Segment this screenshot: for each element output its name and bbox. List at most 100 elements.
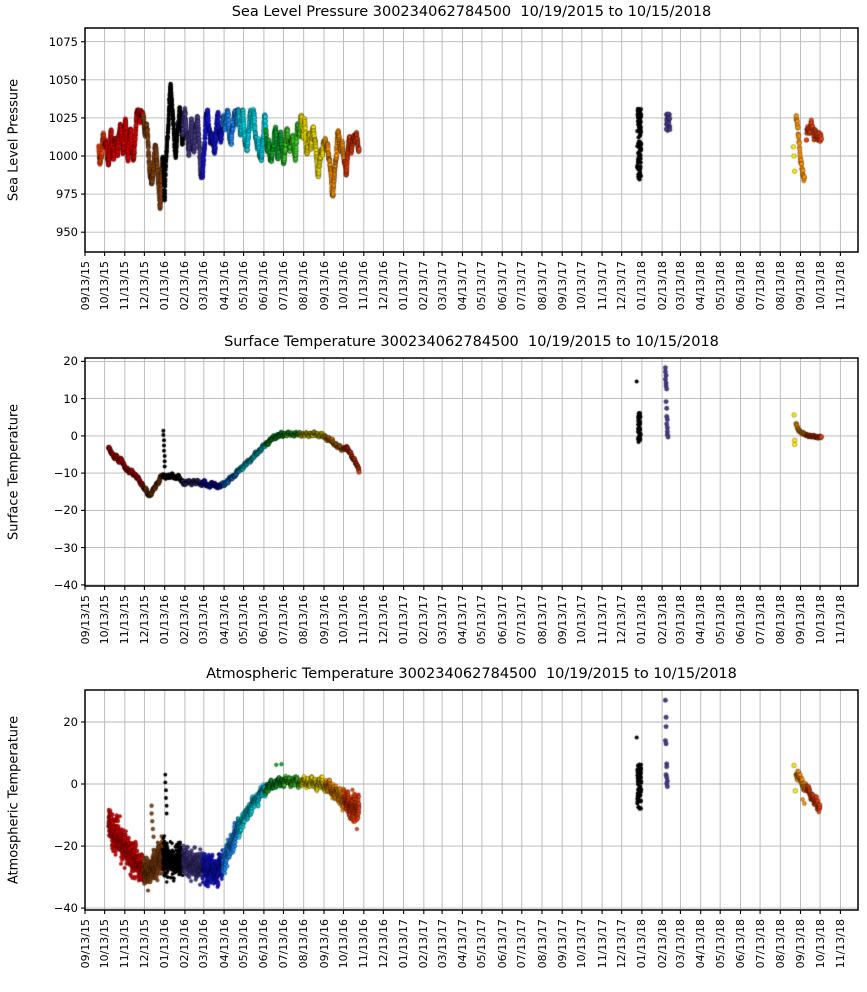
x-tick-label: 09/13/18	[794, 595, 807, 645]
x-tick-label: 12/13/16	[376, 919, 390, 969]
y-tick-label: 10	[63, 391, 78, 406]
y-tick-label: −20	[53, 503, 78, 518]
x-tick-label: 09/13/15	[78, 919, 92, 969]
y-tick-label: 975	[56, 187, 78, 202]
x-tick-label: 08/13/16	[297, 261, 311, 311]
x-tick-label: 07/13/16	[277, 595, 290, 645]
x-tick-label: 01/13/18	[635, 261, 649, 311]
x-tick-label: 09/13/17	[555, 919, 569, 969]
x-tick-label: 08/13/17	[535, 261, 549, 311]
x-tick-label: 07/13/18	[753, 261, 767, 311]
x-tick-label: 10/13/18	[813, 595, 827, 645]
x-tick-label: 12/13/17	[615, 919, 629, 969]
x-tick-label: 04/13/17	[455, 595, 469, 645]
x-tick-label: 09/13/16	[317, 261, 331, 311]
x-tick-label: 03/13/18	[673, 919, 687, 969]
x-tick-label: 12/13/17	[615, 595, 629, 645]
x-tick-label: 06/13/18	[734, 919, 747, 969]
x-tick-label: 10/13/17	[575, 919, 589, 969]
y-tick-label: 20	[63, 715, 78, 729]
x-tick-label: 01/13/17	[397, 261, 411, 311]
x-tick-label: 09/13/18	[794, 919, 807, 969]
x-tick-label: 04/13/16	[217, 261, 231, 311]
x-tick-label: 04/13/17	[455, 919, 469, 969]
x-tick-label: 03/13/18	[673, 595, 687, 645]
x-tick-label: 05/13/18	[713, 919, 727, 969]
x-tick-label: 10/13/16	[337, 919, 350, 969]
x-tick-label: 08/13/17	[535, 919, 549, 969]
x-tick-label: 08/13/16	[297, 919, 311, 969]
y-tick-label: −30	[53, 540, 78, 555]
x-tick-label: 09/13/15	[78, 595, 92, 645]
x-tick-label: 04/13/18	[694, 595, 708, 645]
x-tick-label: 02/13/18	[655, 261, 669, 311]
x-tick-label: 07/13/18	[753, 595, 767, 645]
x-tick-label: 05/13/16	[237, 595, 251, 645]
x-tick-label: 06/13/17	[495, 919, 509, 969]
x-tick-label: 12/13/15	[137, 595, 151, 645]
x-tick-label: 11/13/17	[595, 261, 609, 311]
x-tick-label: 06/13/17	[495, 595, 509, 645]
x-tick-label: 07/13/18	[753, 919, 767, 969]
x-tick-label: 08/13/18	[773, 919, 787, 969]
scatter-points-atmospheric-temperature	[86, 691, 857, 909]
y-tick-label: 1075	[48, 34, 78, 49]
x-tick-label: 04/13/18	[694, 261, 708, 311]
y-tick-label: 0	[70, 777, 78, 791]
x-tick-label: 10/13/16	[337, 595, 350, 645]
y-axis-label-atmospheric-temperature: Atmospheric Temperature	[6, 715, 22, 885]
x-tick-label: 06/13/17	[495, 261, 509, 311]
x-tick-label: 11/13/17	[595, 919, 609, 969]
x-tick-label: 06/13/16	[257, 595, 271, 645]
x-tick-label: 01/13/17	[397, 595, 411, 645]
x-tick-label: 09/13/16	[317, 595, 331, 645]
x-tick-label: 10/13/15	[98, 595, 112, 645]
x-tick-label: 07/13/16	[277, 261, 290, 311]
x-tick-label: 02/13/16	[178, 261, 192, 311]
x-tick-label: 10/13/18	[813, 261, 827, 311]
x-tick-label: 10/13/17	[575, 261, 589, 311]
x-tick-label: 04/13/16	[217, 919, 231, 969]
x-tick-label: 10/13/17	[575, 595, 589, 645]
x-tick-label: 06/13/16	[257, 261, 271, 311]
chart-title-surface-temperature: Surface Temperature 300234062784500 10/1…	[224, 334, 719, 350]
chart-title-sea-level-pressure: Sea Level Pressure 300234062784500 10/19…	[231, 4, 712, 20]
x-tick-label: 05/13/17	[475, 595, 489, 645]
x-tick-label: 01/13/17	[397, 919, 411, 969]
x-tick-label: 05/13/18	[713, 261, 727, 311]
x-tick-label: 11/13/17	[595, 595, 609, 645]
x-tick-label: 11/13/16	[357, 261, 371, 311]
x-tick-label: 06/13/16	[257, 919, 271, 969]
x-tick-label: 03/13/16	[197, 261, 211, 311]
scatter-points-surface-temperature	[86, 359, 857, 585]
x-tick-label: 06/13/18	[734, 261, 747, 311]
x-tick-label: 11/13/15	[118, 261, 132, 311]
x-tick-label: 07/13/17	[515, 919, 529, 969]
x-tick-label: 05/13/17	[475, 919, 489, 969]
x-tick-label: 02/13/17	[417, 919, 431, 969]
x-tick-label: 03/13/16	[197, 595, 211, 645]
x-tick-label: 12/13/17	[615, 261, 629, 311]
x-tick-label: 09/13/17	[555, 261, 569, 311]
x-tick-label: 06/13/18	[734, 595, 747, 645]
y-tick-label: 950	[56, 225, 78, 240]
x-tick-label: 01/13/16	[158, 595, 172, 645]
y-tick-label: 1025	[48, 110, 78, 125]
y-axis-label-sea-level-pressure: Sea Level Pressure	[6, 78, 22, 202]
x-tick-label: 03/13/18	[673, 261, 687, 311]
x-tick-label: 12/13/16	[376, 261, 390, 311]
y-tick-label: 0	[70, 428, 78, 443]
x-tick-label: 09/13/15	[78, 261, 92, 311]
x-tick-label: 08/13/17	[535, 595, 549, 645]
y-tick-label: −10	[53, 466, 78, 481]
x-tick-label: 10/13/15	[98, 919, 112, 969]
x-tick-label: 01/13/18	[635, 919, 649, 969]
x-tick-label: 08/13/18	[773, 261, 787, 311]
x-tick-label: 05/13/16	[237, 261, 251, 311]
scatter-points-sea-level-pressure	[86, 29, 857, 251]
chart-title-atmospheric-temperature: Atmospheric Temperature 300234062784500 …	[206, 666, 737, 682]
x-tick-label: 11/13/18	[833, 919, 847, 969]
y-tick-label: −20	[53, 839, 78, 854]
x-tick-label: 04/13/17	[455, 261, 469, 311]
